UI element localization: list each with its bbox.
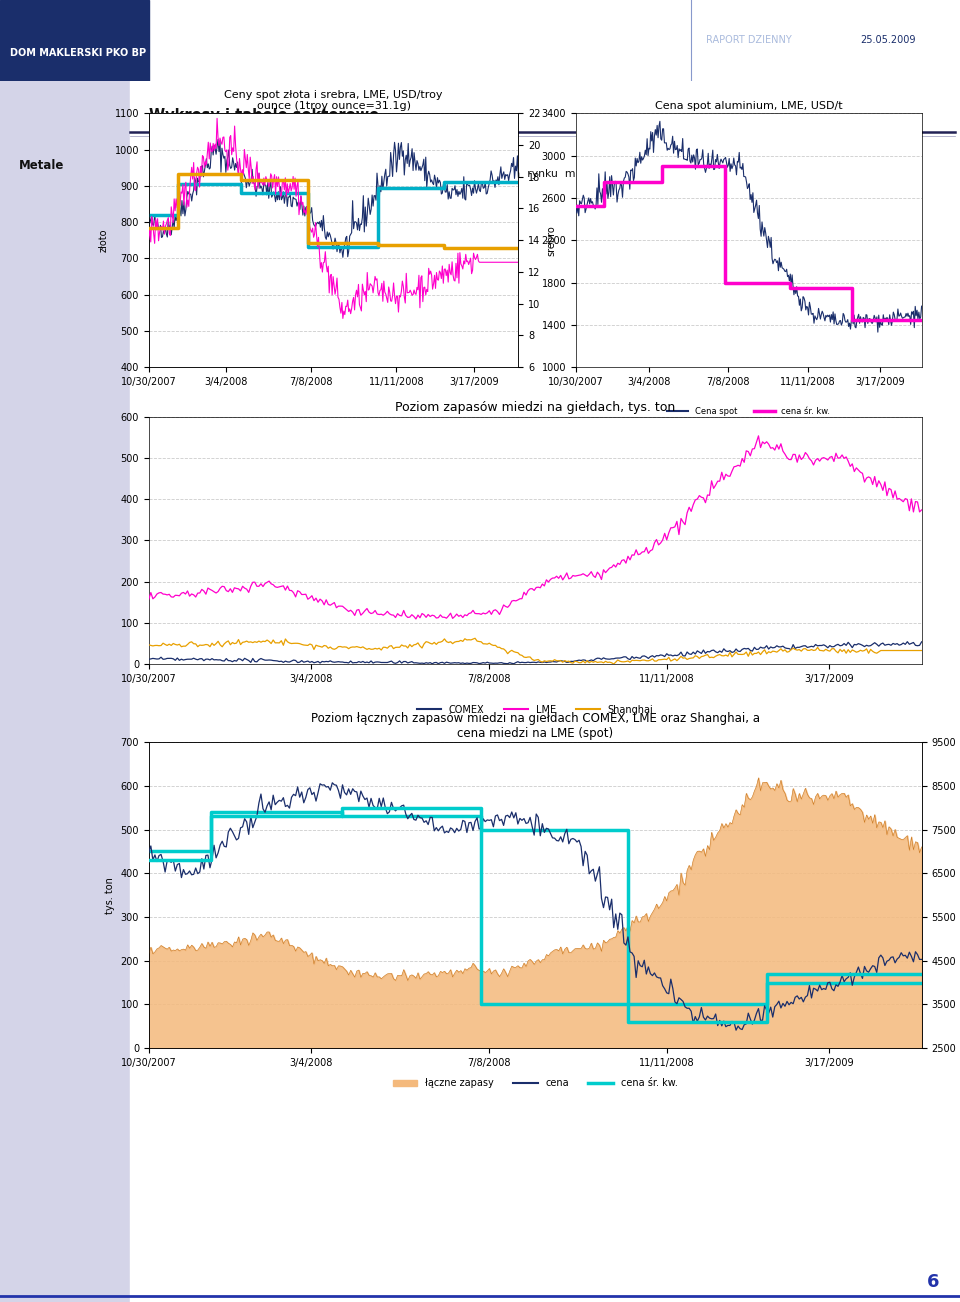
Text: DOM MAKLERSKI PKO BP: DOM MAKLERSKI PKO BP xyxy=(10,48,146,59)
Bar xyxy=(821,4,955,77)
Text: uwzględnieniem miedzi. (M. Sójka): uwzględnieniem miedzi. (M. Sójka) xyxy=(149,203,339,214)
Legend: Cena spot, cena śr. kw.: Cena spot, cena śr. kw. xyxy=(664,404,833,419)
Legend: łączne zapasy, cena, cena śr. kw.: łączne zapasy, cena, cena śr. kw. xyxy=(389,1074,682,1092)
Title: Poziom zapasów miedzi na giełdach, tys. ton: Poziom zapasów miedzi na giełdach, tys. … xyxy=(396,401,675,414)
Title: Ceny spot złota i srebra, LME, USD/troy
ounce (1troy ounce=31.1g): Ceny spot złota i srebra, LME, USD/troy … xyxy=(225,90,443,111)
Bar xyxy=(0,0,149,81)
Text: Wykresy i tabele sektorowe: Wykresy i tabele sektorowe xyxy=(149,108,379,122)
Text: Metale: Metale xyxy=(19,159,64,172)
Y-axis label: tys. ton: tys. ton xyxy=(105,876,115,914)
Title: Poziom łącznych zapasów miedzi na giełdach COMEX, LME oraz Shanghai, a
cena mied: Poziom łącznych zapasów miedzi na giełda… xyxy=(311,712,759,740)
Title: Cena spot aluminium, LME, USD/t: Cena spot aluminium, LME, USD/t xyxy=(655,102,843,111)
Text: 6: 6 xyxy=(926,1273,940,1292)
Y-axis label: złoto: złoto xyxy=(99,228,109,253)
Legend: żłoto, żłoto śr. kw., srebro, srebro śr. kw.: żłoto, żłoto śr. kw., srebro, srebro śr.… xyxy=(175,423,492,439)
Legend: COMEX, LME, Shanghai: COMEX, LME, Shanghai xyxy=(413,700,658,719)
Text: 25.05.2009: 25.05.2009 xyxy=(860,35,916,46)
Y-axis label: srebro: srebro xyxy=(546,225,556,255)
Text: RAPORT DZIENNY: RAPORT DZIENNY xyxy=(706,35,791,46)
Text: Przedstawiamy  cotygodniowe  wykresy  obrazujące  sytuację  na  rynku  metali,  : Przedstawiamy cotygodniowe wykresy obraz… xyxy=(149,169,700,180)
